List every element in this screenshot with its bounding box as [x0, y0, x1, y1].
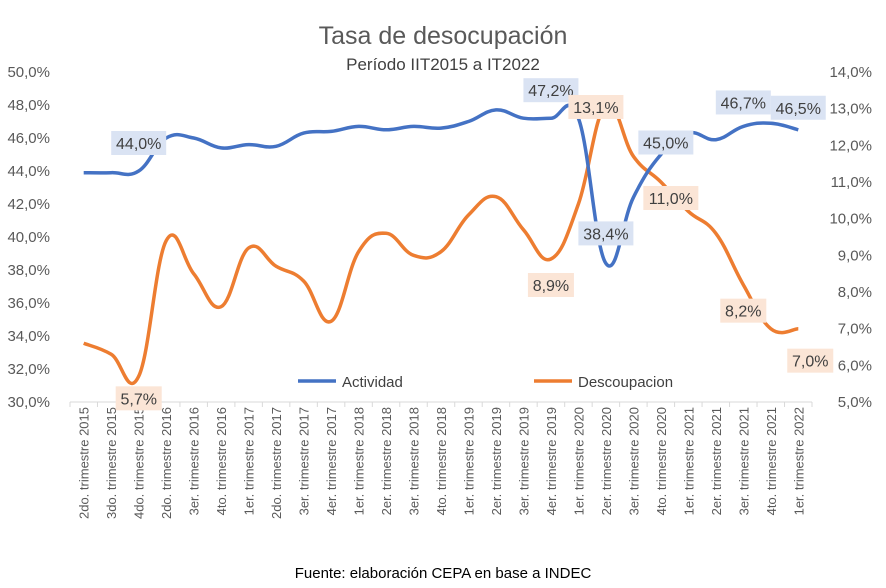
data-label-bg: [527, 273, 574, 297]
left-tick-label: 34,0%: [7, 328, 50, 345]
x-tick-label: 4er. trimestre 2019: [544, 407, 559, 515]
x-tick-label: 4do. trimestre 2015: [132, 407, 147, 519]
x-tick-label: 3er. trimestre 2020: [626, 407, 641, 515]
data-label: 38,4%: [583, 226, 628, 243]
data-label: 45,0%: [643, 136, 688, 153]
right-tick-label: 14,0%: [829, 64, 872, 81]
legend-label-actividad: Actividad: [342, 374, 403, 391]
data-label-bg: [111, 131, 167, 155]
data-label-bg: [643, 186, 699, 210]
legend-label-descoupacion: Descoupacion: [578, 374, 673, 391]
left-y-axis: 30,0% 32,0% 34,0% 36,0% 38,0% 40,0% 42,0% 44,0%…: [7, 64, 50, 411]
x-tick-label: 4er. trimestre 2017: [324, 407, 339, 515]
x-tick-label: 3er. trimestre 2017: [297, 407, 312, 515]
data-label: 47,2%: [528, 83, 573, 100]
data-label: 46,7%: [721, 95, 766, 112]
left-tick-label: 42,0%: [7, 196, 50, 213]
chart-title: Tasa de desocupación: [319, 22, 568, 50]
left-tick-label: 32,0%: [7, 361, 50, 378]
x-tick-label: 2er. trimestre 2021: [709, 407, 724, 515]
right-tick-label: 12,0%: [829, 137, 872, 154]
x-tick-label: 1er. trimestre 2017: [242, 407, 257, 515]
right-tick-label: 13,0%: [829, 101, 872, 118]
x-tick-label: 1er. trimestre 2018: [352, 407, 367, 515]
x-tick-label: 3er. trimestre 2019: [516, 407, 531, 515]
chart-subtitle: Período IIT2015 a IT2022: [346, 55, 540, 74]
x-tick-label: 1er. trimestre 2021: [681, 407, 696, 515]
left-tick-label: 40,0%: [7, 229, 50, 246]
right-tick-label: 11,0%: [831, 174, 872, 191]
x-tick-label: 4to. trimestre 2021: [764, 407, 779, 515]
data-label-bg: [770, 95, 826, 120]
data-label-bg: [568, 95, 624, 119]
data-label-layer: 44,0% 47,2% 38,4% 45,0% 46,7% 46,5% 5,7% 8,9% 13…: [111, 78, 834, 411]
legend: Actividad Descoupacion: [298, 374, 673, 391]
x-tick-label: 3er. trimestre 2016: [187, 407, 202, 515]
data-label: 8,9%: [533, 278, 569, 295]
x-tick-label: 4to. trimestre 2018: [434, 407, 449, 515]
x-tick-label: 3er. trimestre 2021: [736, 407, 751, 515]
x-tick-label: 2do. trimestre 2016: [159, 407, 174, 519]
x-axis: 2do. trimestre 2015 3do. trimestre 2015 4d…: [69, 402, 813, 519]
x-tick-label: 3do. trimestre 2015: [104, 407, 119, 519]
data-label: 7,0%: [792, 354, 828, 371]
data-label: 13,1%: [573, 100, 618, 117]
series-line-actividad: [83, 103, 799, 268]
x-tick-label: 4to. trimestre 2020: [654, 407, 669, 515]
data-label-bg: [115, 386, 162, 411]
left-tick-label: 38,0%: [7, 262, 50, 279]
data-label-bg: [638, 130, 694, 155]
right-tick-label: 7,0%: [838, 321, 872, 338]
x-tick-label: 2er. trimestre 2020: [599, 407, 614, 515]
x-tick-label: 1er. trimestre 2019: [461, 407, 476, 515]
left-tick-label: 46,0%: [7, 130, 50, 147]
right-tick-label: 6,0%: [838, 357, 872, 374]
left-tick-label: 48,0%: [7, 97, 50, 114]
x-tick-label: 2er. trimestre 2018: [379, 407, 394, 515]
right-tick-label: 5,0%: [838, 394, 872, 411]
x-tick-label: 2do. trimestre 2015: [77, 407, 92, 519]
data-label: 8,2%: [725, 304, 761, 321]
data-label: 44,0%: [116, 136, 161, 153]
x-tick-label: 2do. trimestre 2017: [269, 407, 284, 519]
x-tick-label: 1er. trimestre 2020: [571, 407, 586, 515]
x-tick-label: 3er. trimestre 2018: [407, 407, 422, 515]
left-tick-label: 36,0%: [7, 295, 50, 312]
right-tick-label: 8,0%: [838, 284, 872, 301]
right-tick-label: 10,0%: [829, 211, 872, 228]
data-label: 46,5%: [776, 101, 821, 118]
data-label-bg: [578, 221, 634, 246]
x-tick-label: 1er. trimestre 2022: [791, 407, 806, 515]
data-label: 5,7%: [120, 391, 156, 408]
data-label-bg: [715, 90, 771, 115]
data-label: 11,0%: [649, 191, 693, 208]
left-tick-label: 30,0%: [7, 394, 50, 411]
right-tick-label: 9,0%: [838, 247, 872, 264]
right-y-axis: 5,0% 6,0% 7,0% 8,0% 9,0% 10,0% 11,0% 12,0% 13,0%…: [829, 64, 872, 411]
data-label-bg: [787, 348, 834, 373]
x-tick-label: 2er. trimestre 2019: [489, 407, 504, 515]
left-tick-label: 44,0%: [7, 163, 50, 180]
chart-source: Fuente: elaboración CEPA en base a INDEC: [295, 565, 592, 582]
left-tick-label: 50,0%: [7, 64, 50, 81]
data-label-bg: [720, 298, 767, 323]
x-tick-label: 4to. trimestre 2016: [214, 407, 229, 515]
